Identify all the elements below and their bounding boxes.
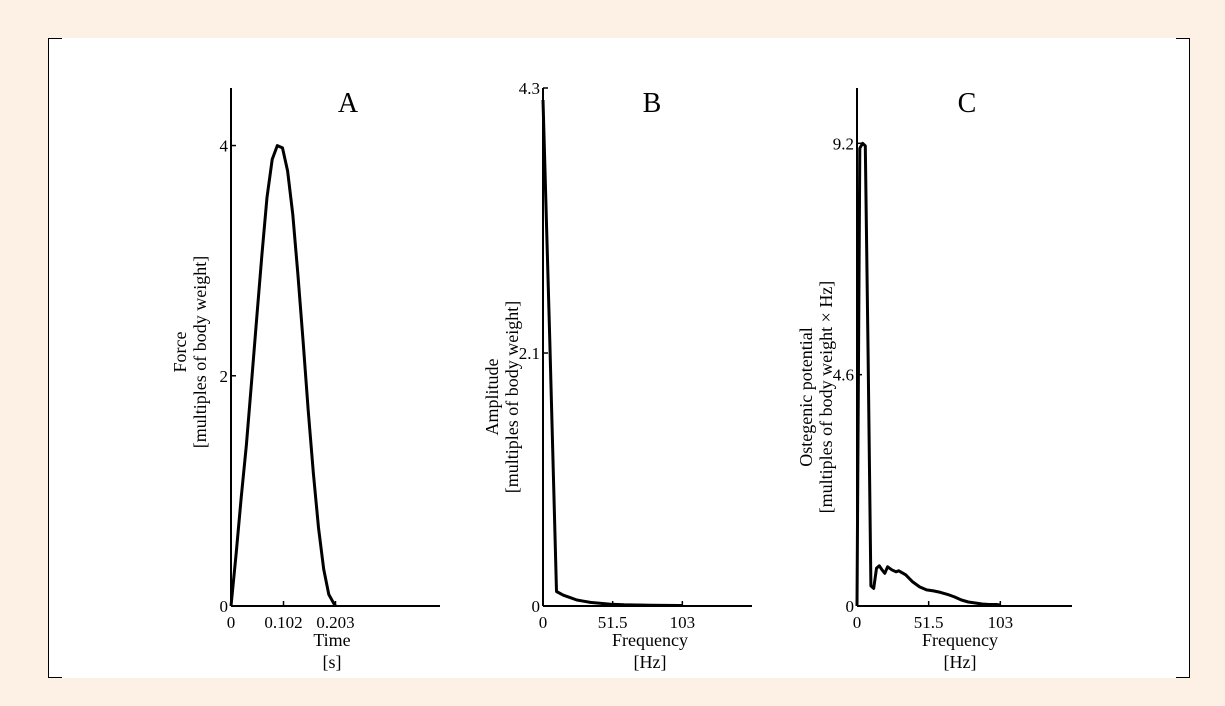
x-axis-unit: [Hz]: [634, 652, 667, 672]
x-tick-label: 103: [670, 613, 696, 632]
y-tick-label: 2: [220, 367, 229, 386]
y-axis-label: Ostegenic potential: [796, 327, 816, 466]
figure-frame: [48, 38, 1190, 678]
y-tick-label: 0: [220, 597, 229, 616]
series-line: [229, 144, 337, 607]
y-tick-label: 4.3: [519, 79, 540, 98]
x-tick-label: 0: [853, 613, 862, 632]
y-axis-unit: [multiples of body weight]: [502, 301, 522, 493]
x-tick-label: 0: [539, 613, 548, 632]
x-axis-unit: [s]: [323, 652, 342, 672]
x-tick-label: 51.5: [598, 613, 628, 632]
frame-corner: [48, 677, 62, 678]
x-axis-label: Frequency: [612, 630, 688, 650]
frame-corner: [48, 38, 49, 678]
panel-label: A: [338, 88, 359, 119]
y-tick-label: 9.2: [833, 134, 854, 153]
x-axis-label: Time: [313, 630, 350, 650]
frame-corner: [1189, 38, 1190, 678]
frame-corner: [1176, 38, 1190, 39]
y-tick-label: 4.6: [833, 366, 854, 385]
x-tick-label: 0.102: [264, 613, 302, 632]
y-tick-label: 4: [220, 137, 229, 156]
y-axis-label: Amplitude: [482, 358, 502, 435]
frame-corner: [48, 38, 62, 39]
y-tick-label: 0: [846, 597, 855, 616]
series-line: [855, 141, 1001, 607]
x-axis-label: Frequency: [922, 630, 998, 650]
panel-label: B: [643, 88, 662, 119]
y-axis-label: Force: [170, 331, 190, 372]
y-tick-label: 2.1: [519, 344, 540, 363]
x-axis-unit: [Hz]: [944, 652, 977, 672]
frame-corner: [1176, 677, 1190, 678]
y-tick-label: 0: [532, 597, 541, 616]
x-tick-label: 0.203: [316, 613, 354, 632]
series-line: [541, 99, 683, 607]
x-tick-label: 51.5: [914, 613, 944, 632]
y-axis-unit: [multiples of body weight]: [190, 256, 210, 448]
x-tick-label: 103: [988, 613, 1014, 632]
y-axis-unit: [multiples of body weight × Hz]: [816, 281, 836, 514]
panel-label: C: [958, 88, 977, 119]
x-tick-label: 0: [227, 613, 236, 632]
